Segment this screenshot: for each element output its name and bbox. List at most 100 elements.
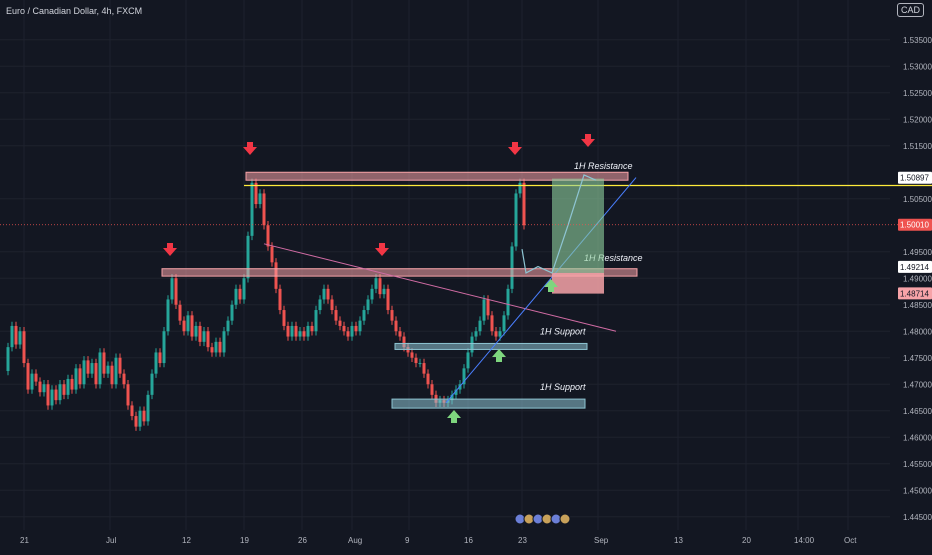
currency-button[interactable]: CAD: [896, 3, 924, 17]
candle-body: [314, 310, 318, 332]
candle-body: [462, 368, 466, 385]
candle-body: [226, 320, 230, 332]
candle-body: [98, 352, 102, 385]
candle-body: [102, 352, 106, 374]
candle-body: [234, 288, 238, 305]
candle-body: [370, 288, 374, 300]
y-tick-label: 1.51500: [903, 142, 932, 151]
x-tick-label: 21: [20, 536, 29, 545]
candle-body: [338, 320, 342, 326]
y-tick-label: 1.45000: [903, 486, 932, 495]
price-tag-label: 1.50897: [900, 174, 929, 183]
support-zone: [394, 342, 588, 350]
candle-body: [402, 336, 406, 348]
candle-body: [374, 278, 378, 289]
candle-body: [266, 225, 270, 247]
candle-body: [118, 357, 122, 374]
candle-body: [494, 331, 498, 337]
x-tick-label: Sep: [594, 536, 609, 545]
candle-body: [198, 325, 202, 342]
candle-body: [6, 347, 10, 371]
x-tick-label: 13: [674, 536, 683, 545]
x-tick-label: Jul: [106, 536, 116, 545]
zone-label: 1H Resistance: [584, 253, 643, 263]
y-tick-label: 1.52500: [903, 89, 932, 98]
candle-body: [42, 384, 46, 393]
price-tag: [898, 260, 932, 273]
grid-lines: [0, 0, 890, 530]
candle-body: [398, 331, 402, 337]
price-axis[interactable]: 1.53500 1.53000 1.52500 1.52000 1.51500 1.505…: [898, 36, 932, 522]
candle-body: [206, 331, 210, 348]
price-tag: [898, 218, 932, 231]
trend-line: [263, 243, 617, 332]
candle-body: [262, 193, 266, 226]
candle-body: [378, 278, 382, 295]
candle-body: [202, 331, 206, 342]
candle-body: [142, 410, 146, 422]
y-tick-label: 1.48000: [903, 327, 932, 336]
candle-body: [242, 278, 246, 300]
y-tick-label: 1.46000: [903, 433, 932, 442]
candle-body: [66, 378, 70, 395]
candle-body: [466, 352, 470, 369]
y-tick-label: 1.49000: [903, 274, 932, 283]
y-tick-label: 1.48500: [903, 301, 932, 310]
candle-body: [222, 331, 226, 353]
candle-body: [282, 310, 286, 326]
candle-body: [518, 182, 522, 194]
x-tick-label: 16: [464, 536, 473, 545]
candle-body: [14, 325, 18, 345]
candle-body: [350, 325, 354, 337]
candle-body: [506, 288, 510, 316]
candle-body: [218, 341, 222, 353]
candle-body: [430, 384, 434, 395]
x-tick-label: 12: [182, 536, 191, 545]
candle-body: [162, 331, 166, 364]
candle-body: [150, 373, 154, 395]
candle-body: [322, 288, 326, 300]
support-zone: [391, 398, 586, 409]
candle-body: [134, 416, 138, 427]
candle-body: [22, 331, 26, 364]
symbol-title[interactable]: Euro / Canadian Dollar, 4h, FXCM: [6, 6, 143, 16]
candle-body: [306, 325, 310, 337]
candle-body: [86, 360, 90, 374]
x-tick-label: Oct: [844, 536, 857, 545]
y-tick-label: 1.44500: [903, 513, 932, 522]
candle-body: [318, 299, 322, 311]
candle-body: [354, 325, 358, 332]
green-up-arrow-icon: [492, 349, 506, 362]
candle-body: [82, 360, 86, 385]
y-tick-label: 1.49500: [903, 248, 932, 257]
candle-body: [126, 384, 130, 406]
candle-body: [390, 310, 394, 321]
candle-body: [502, 315, 506, 332]
x-tick-label: 19: [240, 536, 249, 545]
zone-label: 1H Support: [540, 327, 586, 337]
candle-body: [194, 325, 198, 337]
red-down-arrow-icon: [243, 142, 257, 155]
x-tick-label: Aug: [348, 536, 362, 545]
candle-body: [286, 325, 290, 337]
red-down-arrow-icon: [375, 243, 389, 256]
candle-body: [154, 352, 158, 374]
candle-body: [138, 410, 142, 427]
candle-body: [190, 315, 194, 337]
candle-body: [522, 182, 526, 226]
candle-body: [422, 363, 426, 374]
time-axis[interactable]: 21 Jul 12 19 26 Aug 9 16 23 Sep 13 20 14:00 Oct: [20, 536, 857, 545]
candle-body: [250, 182, 254, 236]
candle-body: [278, 288, 282, 311]
candle-body: [490, 315, 494, 332]
candle-body: [130, 405, 134, 417]
candle-body: [106, 365, 110, 374]
y-tick-label: 1.47000: [903, 380, 932, 389]
projection-stop-box: [552, 272, 604, 294]
resistance-zone: [245, 171, 629, 181]
x-tick-label: 23: [518, 536, 527, 545]
candle-body: [358, 320, 362, 332]
candle-body: [382, 288, 386, 295]
